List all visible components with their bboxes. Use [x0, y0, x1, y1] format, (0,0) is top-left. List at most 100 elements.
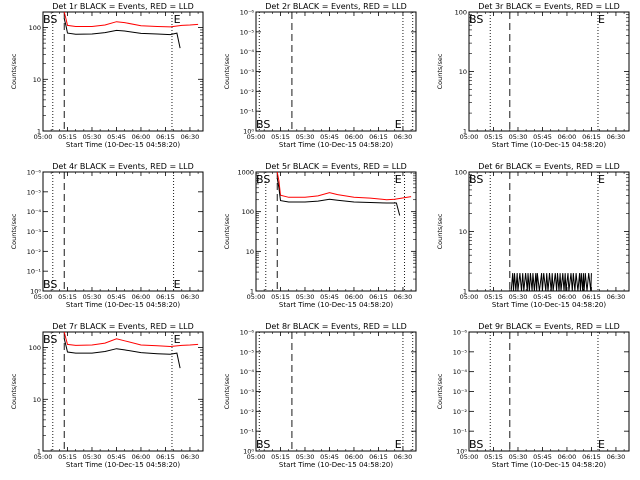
panel-det-1: Det 1r BLACK = Events, RED = LLD 05:00 05:…: [10, 2, 204, 149]
panel-title: Det 4r BLACK = Events, RED = LLD: [52, 162, 194, 171]
x-tick-label: 05:45: [533, 293, 552, 301]
x-tick-label: 05:00: [34, 133, 53, 141]
panel-title: Det 6r BLACK = Events, RED = LLD: [478, 162, 620, 171]
event-marker-e: E: [598, 173, 605, 186]
x-tick-label: 05:45: [533, 133, 552, 141]
y-tick-label: 10⁻²: [27, 248, 42, 256]
x-tick-label: 06:30: [607, 293, 626, 301]
y-tick-label: 10⁻³: [27, 228, 42, 236]
y-axis-label: Counts/sec: [436, 53, 444, 89]
x-tick-label: 06:00: [558, 133, 577, 141]
event-marker-e: E: [395, 118, 402, 131]
x-tick-label: 06:15: [156, 133, 175, 141]
x-tick-label: 06:30: [394, 133, 413, 141]
x-tick-label: 05:00: [247, 453, 266, 461]
panel-det-9: Det 9r BLACK = Events, RED = LLD 05:00 05:…: [436, 322, 630, 469]
panel-det-7: Det 7r BLACK = Events, RED = LLD 05:00 05:…: [10, 322, 204, 469]
x-tick-label: 06:15: [582, 133, 601, 141]
plot-frame: [42, 171, 204, 292]
x-tick-label: 06:30: [607, 453, 626, 461]
panel-title: Det 8r BLACK = Events, RED = LLD: [265, 322, 407, 331]
x-tick-label: 06:30: [181, 453, 200, 461]
y-tick-label: 10⁻³: [453, 388, 468, 396]
y-tick-label: 10⁻¹: [27, 268, 42, 276]
y-axis-label: Counts/sec: [10, 53, 18, 89]
x-tick-label: 06:00: [132, 293, 151, 301]
event-marker-bs: BS: [43, 278, 57, 291]
y-tick-label: 10: [459, 228, 467, 236]
x-tick-label: 05:15: [58, 133, 77, 141]
y-axis-label: Counts/sec: [10, 213, 18, 249]
x-tick-label: 06:15: [582, 293, 601, 301]
x-tick-label: 05:00: [247, 133, 266, 141]
panel-title: Det 1r BLACK = Events, RED = LLD: [52, 2, 194, 11]
y-tick-label: 1000: [237, 169, 254, 177]
x-tick-label: 05:30: [83, 293, 102, 301]
panel-det-5: Det 5r BLACK = Events, RED = LLD 05:00 05:…: [223, 162, 417, 309]
x-tick-label: 06:15: [369, 453, 388, 461]
x-tick-label: 05:45: [533, 453, 552, 461]
x-tick-label: 05:30: [83, 453, 102, 461]
x-tick-label: 06:15: [156, 453, 175, 461]
y-tick-label: 10⁻⁶: [240, 9, 255, 17]
panel-title: Det 3r BLACK = Events, RED = LLD: [478, 2, 620, 11]
panel-title: Det 5r BLACK = Events, RED = LLD: [265, 162, 407, 171]
x-tick-label: 05:30: [509, 133, 528, 141]
y-axis-label: Counts/sec: [10, 373, 18, 409]
x-tick-label: 05:15: [58, 293, 77, 301]
y-tick-label: 10⁻⁶: [27, 169, 42, 177]
x-tick-label: 05:45: [320, 133, 339, 141]
y-tick-label: 10⁻⁴: [453, 368, 468, 376]
event-marker-e: E: [598, 13, 605, 26]
plot-frame: [255, 11, 417, 132]
y-tick-label: 10⁻⁵: [453, 348, 468, 356]
plot-frame: [468, 331, 630, 452]
panel-det-2: Det 2r BLACK = Events, RED = LLD 05:00 05:…: [223, 2, 417, 149]
x-tick-label: 06:00: [345, 453, 364, 461]
x-tick-label: 05:45: [320, 453, 339, 461]
y-tick-label: 10⁻³: [240, 68, 255, 76]
x-tick-label: 06:00: [345, 133, 364, 141]
x-tick-label: 05:15: [58, 453, 77, 461]
y-tick-label: 1: [463, 128, 467, 136]
y-tick-label: 100: [455, 169, 467, 177]
y-axis-label: Counts/sec: [436, 373, 444, 409]
y-tick-label: 10: [246, 248, 254, 256]
x-tick-label: 05:00: [460, 293, 479, 301]
x-tick-label: 05:15: [484, 453, 503, 461]
x-tick-label: 05:15: [484, 293, 503, 301]
y-tick-label: 10⁻⁶: [240, 329, 255, 337]
event-marker-bs: BS: [469, 13, 483, 26]
event-marker-e: E: [598, 438, 605, 451]
x-tick-label: 05:45: [107, 453, 126, 461]
y-tick-label: 10⁻⁴: [240, 48, 255, 56]
x-tick-label: 05:30: [296, 293, 315, 301]
x-tick-label: 06:15: [156, 293, 175, 301]
series-line-lld: [276, 172, 412, 201]
x-tick-label: 05:15: [271, 453, 290, 461]
x-tick-label: 06:30: [607, 133, 626, 141]
y-tick-label: 1: [37, 128, 41, 136]
panel-title: Det 7r BLACK = Events, RED = LLD: [52, 322, 194, 331]
x-tick-label: 06:15: [369, 133, 388, 141]
y-tick-label: 10⁻¹: [240, 108, 255, 116]
panel-det-3: Det 3r BLACK = Events, RED = LLD 05:00 05:…: [436, 2, 630, 149]
x-tick-label: 06:30: [394, 453, 413, 461]
y-tick-label: 10⁻⁴: [240, 368, 255, 376]
x-tick-label: 05:30: [296, 133, 315, 141]
series-line-events: [509, 273, 592, 291]
y-tick-label: 10⁻²: [453, 408, 468, 416]
x-axis-label: Start Time (10-Dec-15 04:58:20): [492, 461, 606, 469]
x-tick-label: 05:45: [320, 293, 339, 301]
y-tick-label: 10: [33, 76, 41, 84]
y-axis-label: Counts/sec: [223, 213, 231, 249]
y-tick-label: 10: [459, 68, 467, 76]
x-tick-label: 05:15: [484, 133, 503, 141]
y-tick-label: 1: [37, 448, 41, 456]
panel-det-6: Det 6r BLACK = Events, RED = LLD 05:00 05:…: [436, 162, 630, 309]
x-tick-label: 05:15: [271, 293, 290, 301]
y-tick-label: 10⁰: [243, 448, 254, 456]
x-tick-label: 06:30: [394, 293, 413, 301]
x-axis-label: Start Time (10-Dec-15 04:58:20): [279, 141, 393, 149]
event-marker-bs: BS: [256, 173, 270, 186]
